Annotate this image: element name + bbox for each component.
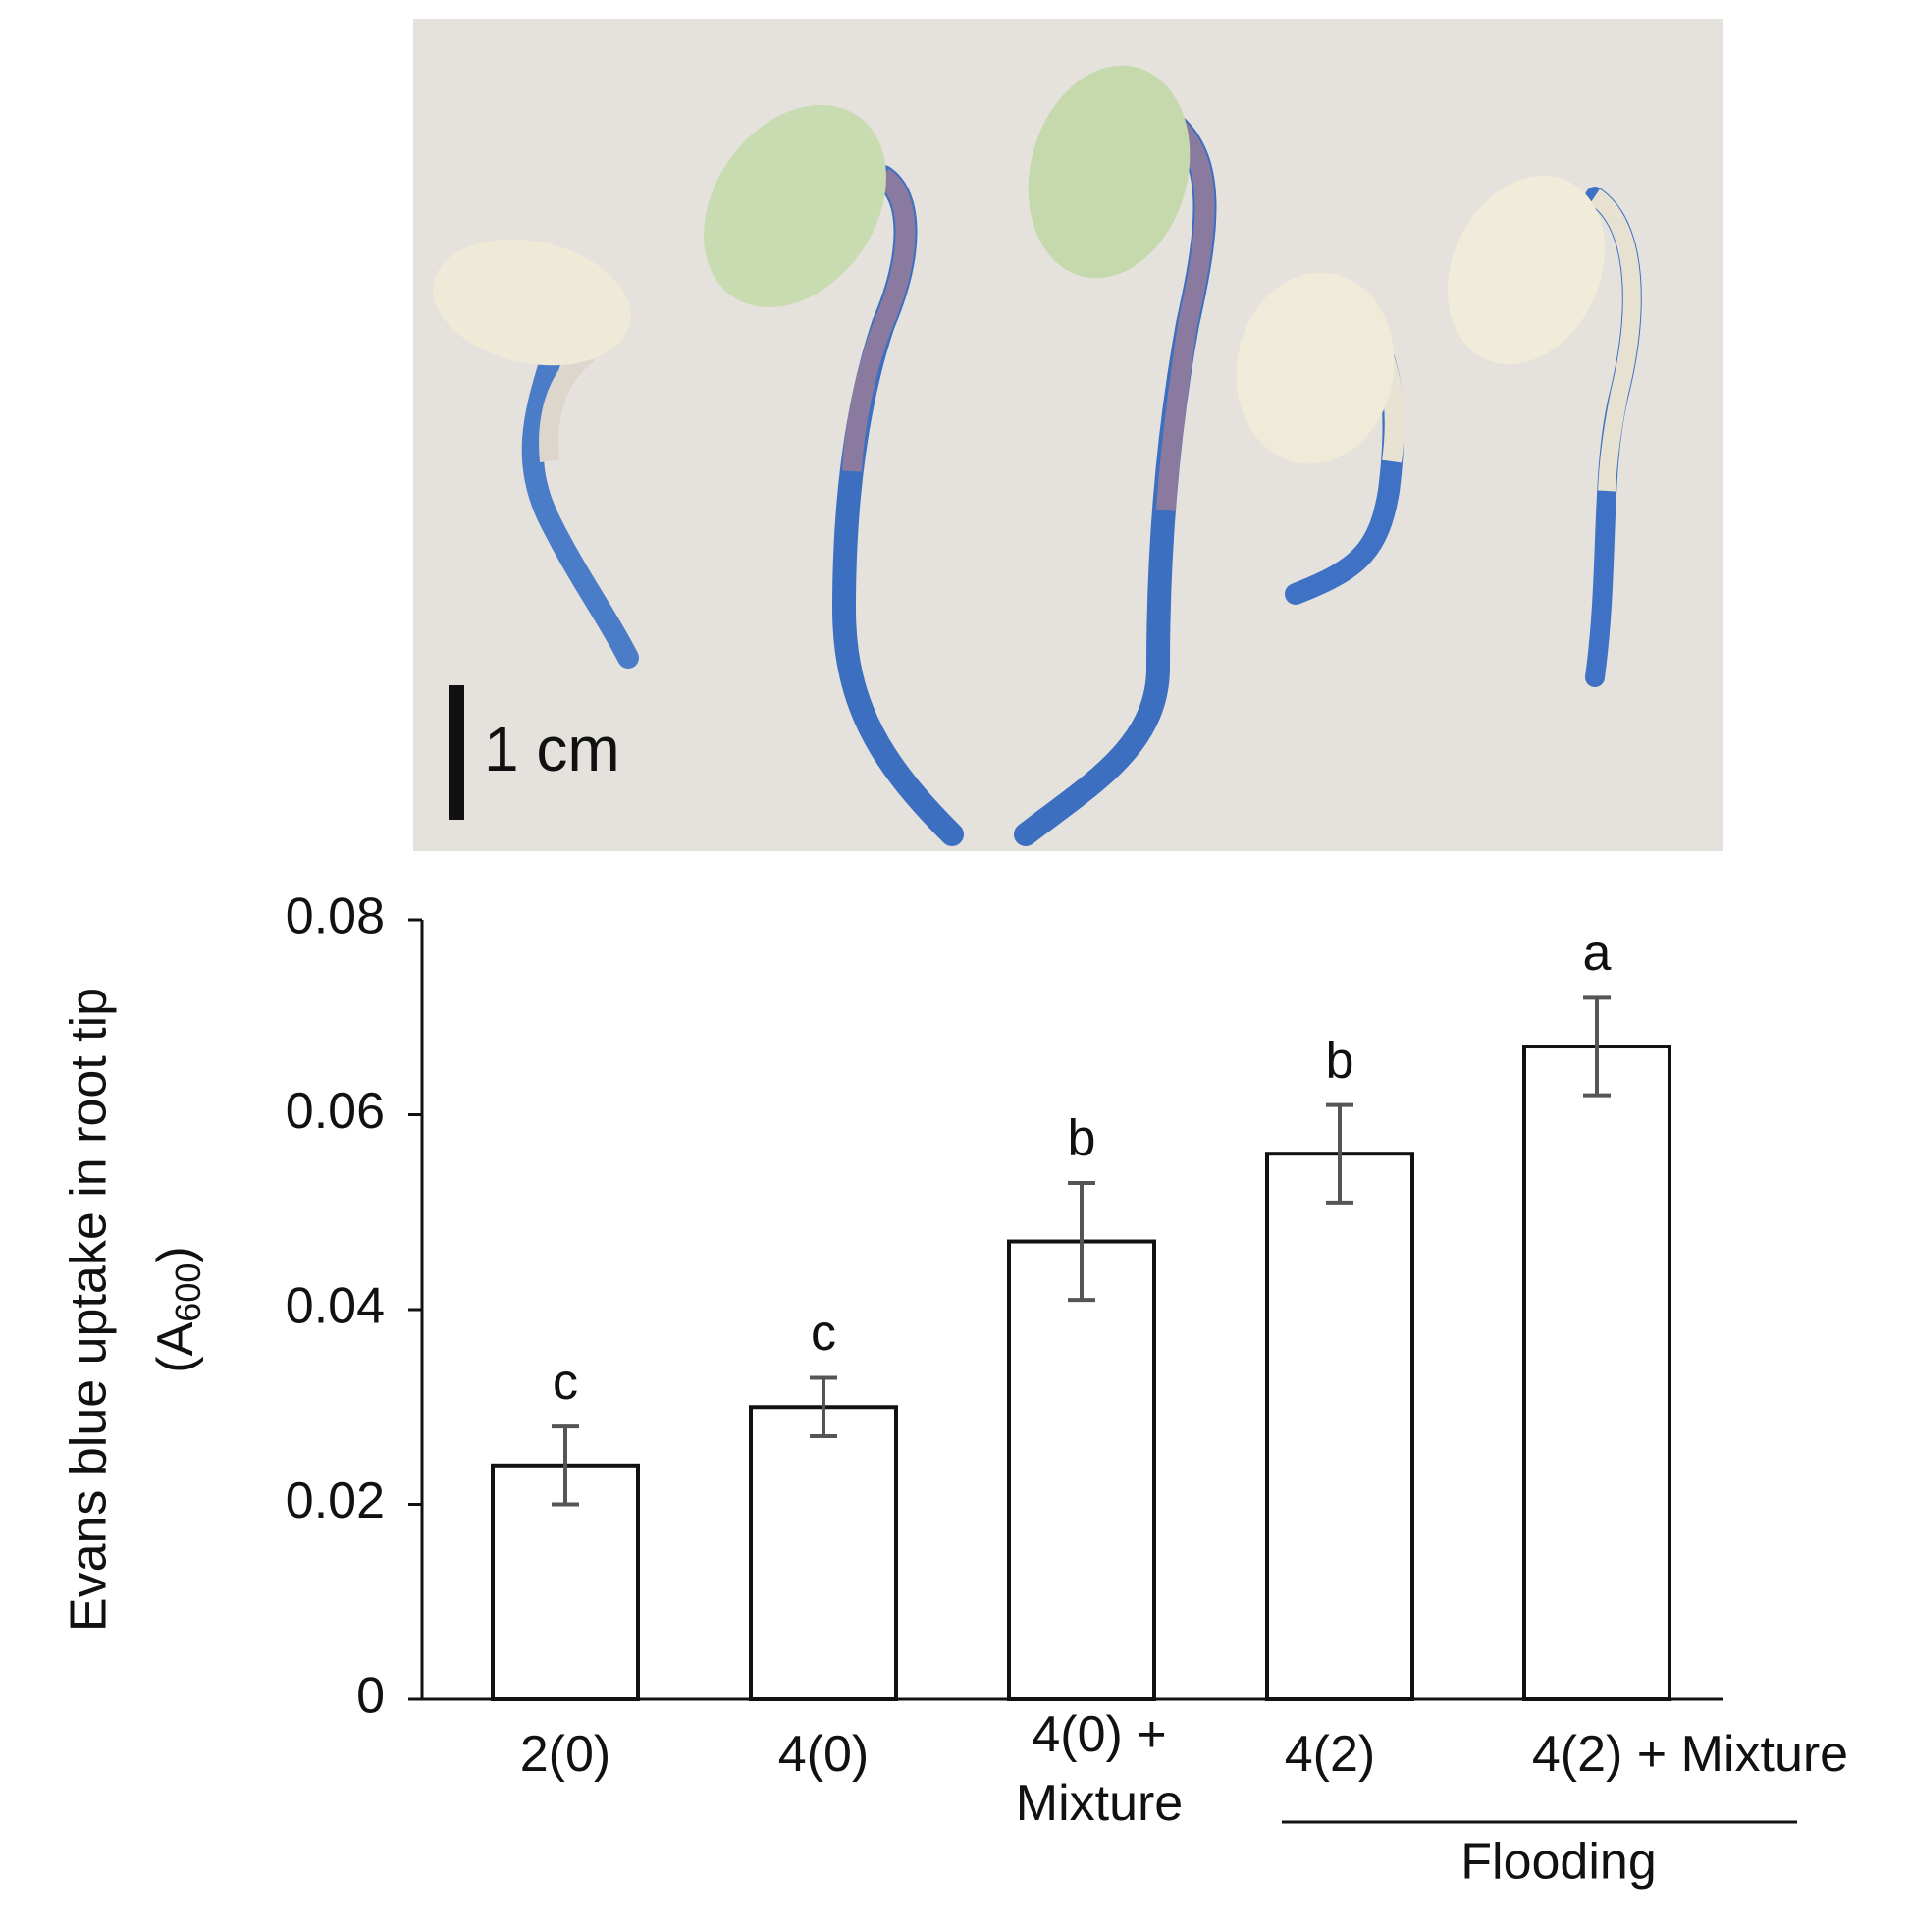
x-tick-label-line: Mixture [1016,1775,1183,1832]
significance-letter: c [811,1305,836,1362]
scale-bar-label: 1 cm [484,714,620,784]
y-axis-unit: (A600) [147,1246,208,1372]
y-tick-label: 0.08 [286,888,385,945]
y-unit-part: (A [147,1321,204,1372]
bar-chart: Evans blue uptake in root tip (A600) 0 0.… [61,888,1848,1891]
seedling [433,239,639,669]
significance-letter: b [1326,1032,1354,1089]
x-tick-label: 2(0) [520,1726,610,1783]
significance-letter: c [553,1354,578,1411]
y-tick-label: 0.02 [286,1473,385,1530]
photo: 1 cm [413,19,1723,851]
y-tick-label: 0.06 [286,1083,385,1140]
error-bar [810,1375,837,1439]
x-tick-label: 4(2) + Mixture [1532,1726,1848,1783]
x-tick-label: 4(0) [778,1726,869,1783]
significance-letter: a [1583,925,1612,982]
x-tick-label-line: 4(0) [778,1726,869,1783]
y-tick-label: 0 [356,1668,385,1725]
y-unit-subscript: 600 [168,1263,208,1322]
x-tick-label: 4(0) + Mixture [1016,1706,1183,1832]
x-tick-label-line: 2(0) [520,1726,610,1783]
error-bar [1068,1180,1095,1303]
bar [749,1405,898,1701]
significance-letter: b [1068,1110,1096,1167]
group-label: Flooding [1460,1834,1656,1891]
y-unit-part: ) [147,1246,204,1262]
bar [1522,1045,1671,1701]
x-tick-label: 4(2) [1285,1726,1375,1783]
seedling [1447,175,1642,687]
y-axis-label: Evans blue uptake in root tip [61,988,118,1632]
seedling [1014,65,1217,846]
scale-bar [449,685,464,820]
x-tick-label-line: 4(2) [1285,1726,1375,1783]
error-bar [1326,1102,1353,1205]
seedling [1236,272,1404,605]
x-tick-label-line: 4(0) + [1032,1706,1166,1763]
bar [1007,1239,1156,1702]
error-bar [1583,995,1611,1098]
y-tick-label: 0.04 [286,1278,385,1335]
x-tick-label-line: 4(2) + Mixture [1532,1726,1848,1783]
seedling [704,104,964,846]
error-bar [552,1424,579,1507]
bar [1265,1152,1414,1701]
